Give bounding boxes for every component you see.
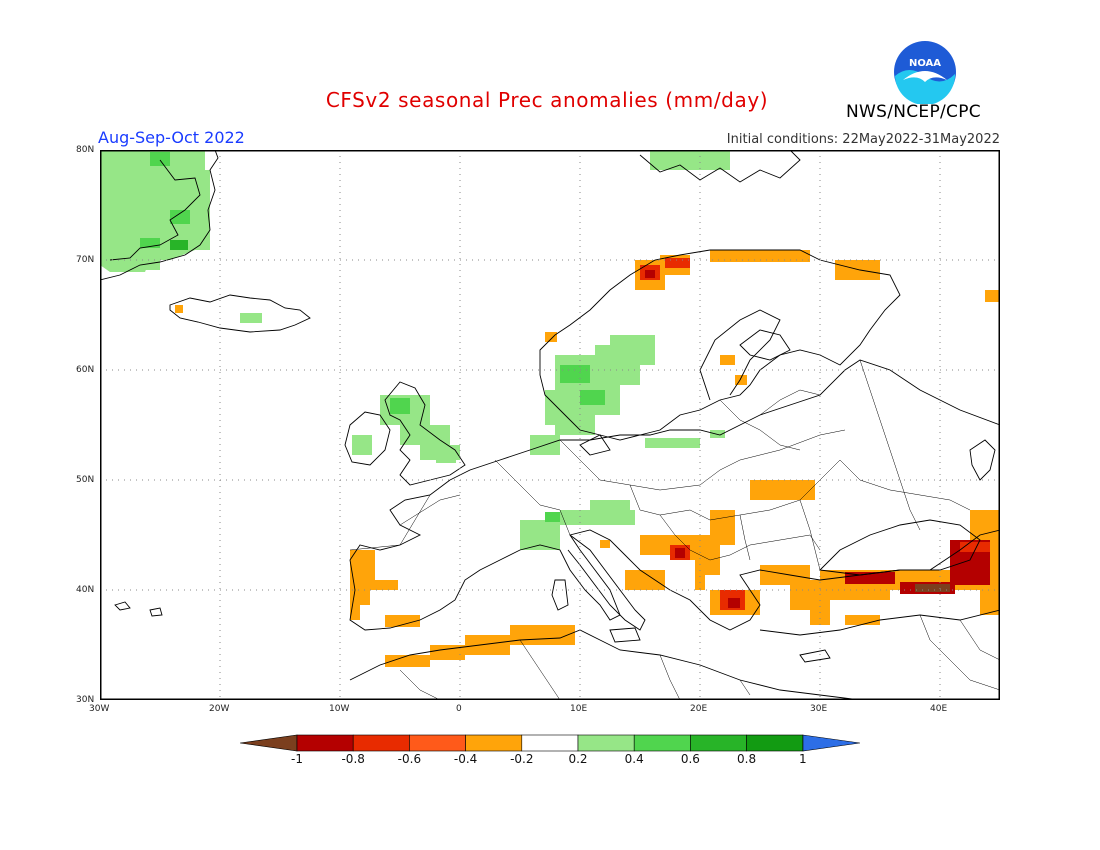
- colorbar-cell: [465, 734, 523, 752]
- country-borders: [349, 359, 1000, 700]
- colorbar-label: -0.6: [397, 752, 422, 766]
- initial-conditions: Initial conditions: 22May2022-31May2022: [726, 132, 1000, 147]
- lon-tick-10e: 10E: [570, 704, 588, 714]
- colorbar: [240, 734, 860, 752]
- colorbar-label: 1: [798, 752, 807, 766]
- lon-tick-20e: 20E: [690, 704, 708, 714]
- colorbar-label: -0.4: [453, 752, 478, 766]
- lon-tick-20w: 20W: [209, 704, 230, 714]
- lon-tick-40e: 40E: [930, 704, 948, 714]
- colorbar-label: 0.6: [680, 752, 700, 766]
- lon-tick-10w: 10W: [329, 704, 350, 714]
- colorbar-cell: [521, 734, 579, 752]
- anomaly-iberia: [350, 550, 420, 627]
- agency-label: NWS/NCEP/CPC: [846, 102, 981, 122]
- precipitation-anomaly-map: [100, 150, 1000, 700]
- colorbar-cell: [690, 734, 747, 752]
- lon-tick-0: 0: [456, 704, 462, 714]
- logo-text: NOAA: [909, 58, 941, 69]
- forecast-period: Aug-Sep-Oct 2022: [98, 128, 245, 147]
- colorbar-cell: [296, 734, 354, 752]
- colorbar-label: -1: [291, 752, 303, 766]
- colorbar-cell: [633, 734, 691, 752]
- colorbar-cell: [577, 734, 635, 752]
- colorbar-left-arrow: [240, 734, 298, 752]
- colorbar-cell: [409, 734, 466, 752]
- lat-tick-60n: 60N: [76, 365, 95, 375]
- colorbar-label: 0.4: [624, 752, 644, 766]
- colorbar-right-arrow: [802, 734, 860, 752]
- noaa-logo-icon: NOAA: [894, 41, 956, 104]
- map-frame: [100, 150, 1000, 700]
- anomaly-iceland: [240, 313, 262, 323]
- anomaly-svalbard: [650, 150, 730, 170]
- colorbar-label: 0.8: [737, 752, 757, 766]
- colorbar-cell: [746, 734, 804, 752]
- colorbar-label: -0.2: [510, 752, 534, 766]
- lat-tick-50n: 50N: [76, 475, 95, 485]
- lon-tick-30e: 30E: [810, 704, 828, 714]
- map-title: CFSv2 seasonal Prec anomalies (mm/day): [325, 88, 769, 112]
- lat-tick-80n: 80N: [76, 145, 95, 155]
- colorbar-label: -0.8: [341, 752, 365, 766]
- lat-tick-40n: 40N: [76, 585, 95, 595]
- lon-tick-30w: 30W: [89, 704, 110, 714]
- graticule: [100, 150, 1000, 700]
- colorbar-cell: [352, 734, 410, 752]
- anomaly-greenland-strong: [140, 152, 190, 248]
- colorbar-label: 0.2: [568, 752, 588, 766]
- lat-tick-30n: 30N: [76, 695, 95, 705]
- anomaly-layer: [100, 150, 1000, 667]
- lat-tick-70n: 70N: [76, 255, 95, 265]
- anomaly-alps: [520, 500, 635, 550]
- anomaly-caucasus: [915, 584, 950, 592]
